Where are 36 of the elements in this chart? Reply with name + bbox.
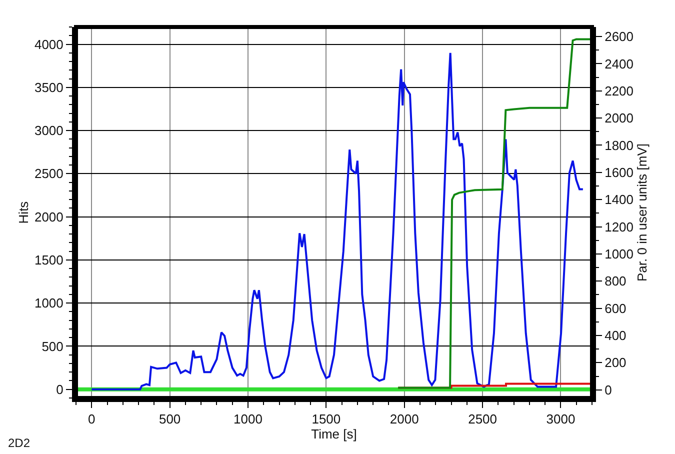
y2-tick-label: 1000: [604, 246, 634, 262]
y2-tick-label: 2200: [604, 83, 634, 98]
line-series: [90, 52, 584, 390]
y2-tick-label: 1200: [604, 219, 634, 234]
y-axis-title: Hits: [16, 200, 31, 224]
line-series: [397, 38, 592, 389]
y-tick-label: 4000: [34, 36, 64, 52]
x-tick-label: 2000: [390, 412, 419, 427]
y2-tick-label: 200: [604, 355, 626, 370]
x-axis-title: Time [s]: [311, 426, 357, 442]
y-tick-label: 3500: [34, 80, 64, 95]
y2-tick-label: 600: [604, 300, 626, 316]
x-tick-label: 1500: [312, 412, 341, 427]
y2-tick-label: 400: [604, 328, 626, 344]
y2-tick-label: 2600: [604, 29, 634, 44]
text: 2D2: [8, 436, 30, 450]
y-tick-label: 2500: [34, 166, 64, 182]
y2-tick-label: 1600: [604, 164, 634, 180]
x-tick-label: 0: [88, 412, 96, 427]
y-tick-label: 500: [42, 338, 64, 354]
y-tick-label: 3000: [34, 123, 64, 138]
y2-tick-label: 2400: [604, 56, 634, 72]
x-tick-label: 2500: [468, 412, 498, 427]
y2-tick-label: 1400: [604, 192, 634, 208]
x-tick-label: 500: [158, 412, 181, 427]
y-tick-label: 0: [56, 382, 64, 397]
y2-tick-label: 1800: [604, 138, 634, 153]
y-tick-label: 1000: [34, 296, 64, 311]
y2-tick-label: 0: [604, 382, 612, 398]
y-tick-label: 1500: [34, 252, 64, 268]
x-tick-label: 3000: [546, 412, 576, 427]
y2-axis-title: Par. 0 in user units [mV]: [634, 143, 650, 282]
y2-tick-label: 800: [604, 274, 626, 289]
y2-tick-label: 2000: [604, 110, 634, 126]
x-tick-label: 1000: [234, 412, 262, 427]
y-tick-label: 2000: [34, 209, 64, 224]
